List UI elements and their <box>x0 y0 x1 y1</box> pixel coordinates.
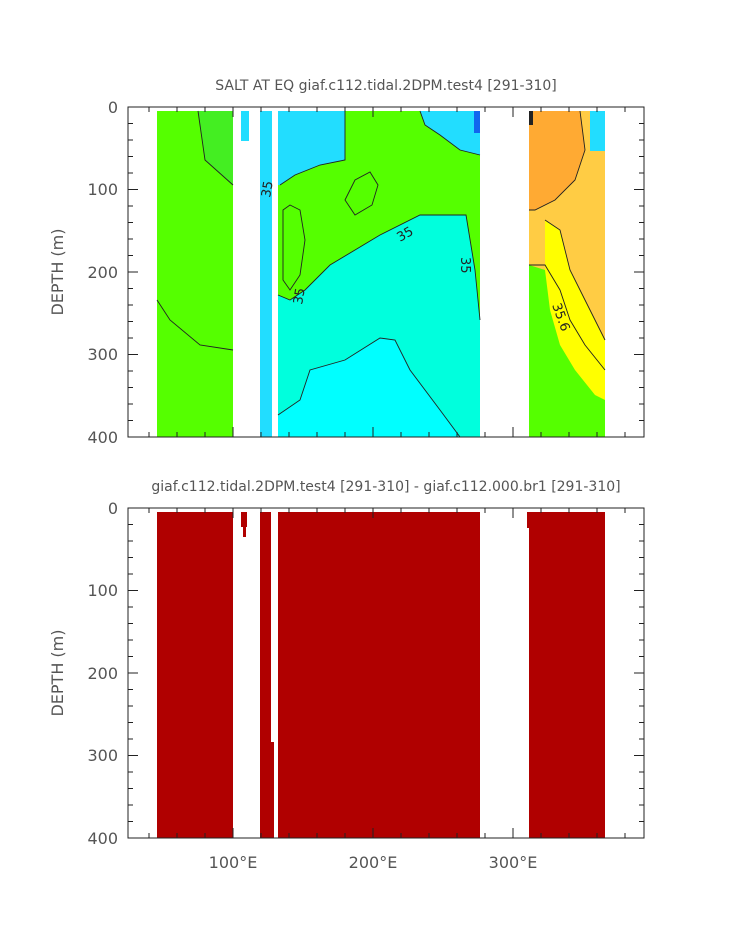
top-strip-a <box>241 111 249 141</box>
bottom-strip-a2 <box>243 527 246 537</box>
top-contour-3 <box>277 214 481 321</box>
top-region-west-upper <box>198 111 233 185</box>
top-blob-2 <box>345 172 378 215</box>
top-region-west-deep <box>157 300 233 437</box>
top-region-atlantic-mid <box>529 210 545 270</box>
top-contour-5 <box>279 111 346 186</box>
top-ytick-400: 400 <box>87 428 118 447</box>
top-salinity-field <box>156 110 606 437</box>
top-contour-label-2: 35 <box>395 224 417 245</box>
bottom-ytick-0: 0 <box>108 499 118 518</box>
top-east-blue <box>474 111 480 133</box>
top-ytick-200: 200 <box>87 263 118 282</box>
top-contour-11 <box>544 219 606 341</box>
top-contour-8 <box>419 110 481 156</box>
top-strip-b <box>260 111 272 437</box>
top-atlantic-edge <box>529 111 533 125</box>
top-contour-1 <box>197 110 234 186</box>
top-region-pacific-east-cyan <box>420 111 480 155</box>
bottom-region-3 <box>278 512 480 838</box>
top-contour-label-1: 35 <box>259 180 277 199</box>
top-blob-1 <box>283 205 305 290</box>
top-ticks <box>128 106 644 438</box>
bottom-strip-c <box>527 512 531 528</box>
bottom-region-1 <box>157 512 233 838</box>
bottom-xtick-100E: 100°E <box>209 853 258 872</box>
bottom-xtick-300E: 300°E <box>489 853 538 872</box>
top-region-atlantic-yellow <box>545 220 605 400</box>
top-ylabel: DEPTH (m) <box>48 228 67 315</box>
top-region-pacific-deep <box>278 338 460 437</box>
top-region-atlantic-orange <box>529 111 585 210</box>
bottom-xtick-200E: 200°E <box>349 853 398 872</box>
bottom-ylabel: DEPTH (m) <box>48 629 67 716</box>
top-region-atlantic-east-cyan <box>590 111 605 151</box>
bottom-ticks <box>128 507 644 839</box>
top-panel-title: SALT AT EQ giaf.c112.tidal.2DPM.test4 [2… <box>215 78 557 94</box>
bottom-difference-field <box>157 512 605 838</box>
bottom-region-4 <box>529 512 605 838</box>
top-contour-7 <box>344 171 379 216</box>
bottom-ytick-100: 100 <box>87 581 118 600</box>
top-contour-6 <box>282 204 306 291</box>
bottom-region-2 <box>260 512 271 838</box>
top-contour-9 <box>529 110 586 211</box>
top-contour-10 <box>529 264 606 371</box>
top-ytick-0: 0 <box>108 98 118 117</box>
top-ytick-100: 100 <box>87 180 118 199</box>
bottom-strip-a <box>241 512 247 527</box>
top-contour-label-4: 35 <box>457 257 472 274</box>
bottom-ytick-300: 300 <box>87 746 118 765</box>
top-contour-label-3: 35 <box>291 287 309 306</box>
bottom-ytick-400: 400 <box>87 829 118 848</box>
bottom-panel-title: giaf.c112.tidal.2DPM.test4 [291-310] - g… <box>151 479 620 495</box>
top-region-pacific-west-cyan <box>278 111 345 185</box>
bottom-strip-b <box>271 742 274 838</box>
top-contour-4 <box>277 337 461 437</box>
top-ytick-300: 300 <box>87 345 118 364</box>
bottom-ytick-200: 200 <box>87 664 118 683</box>
top-contour-2 <box>156 299 234 351</box>
